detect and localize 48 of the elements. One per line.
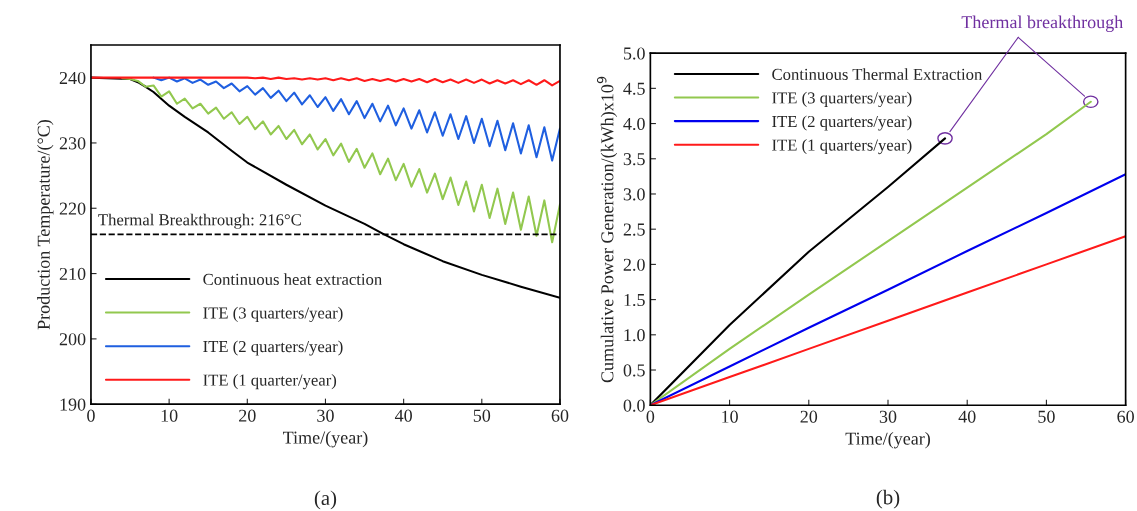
x-tick-label: 30 — [879, 410, 897, 423]
x-tick-label: 40 — [394, 409, 412, 422]
y-tick-label: 5.0 — [623, 47, 645, 60]
x-tick-label: 20 — [239, 409, 256, 422]
legend-label: ITE (3 quarters/year) — [772, 91, 912, 107]
y-tick-label: 0.0 — [623, 399, 645, 412]
y-tick-label: 220 — [59, 202, 86, 215]
x-tick-label: 0 — [646, 410, 655, 423]
annotation: Thermal breakthrough — [961, 15, 1124, 33]
x-tick-label: 10 — [161, 409, 178, 422]
x-tick-label: 10 — [722, 410, 738, 423]
x-tick-label: 60 — [1117, 410, 1134, 423]
y-axis-title: Production Temperature/(°C) — [37, 120, 54, 330]
x-tick-label: 50 — [1038, 410, 1055, 423]
x-tick-label: 0 — [87, 409, 95, 422]
y-tick-label: 200 — [59, 333, 86, 346]
line-series — [90, 76, 560, 87]
y-tick-label: 210 — [59, 267, 86, 281]
x-tick-label: 40 — [958, 410, 976, 423]
legend-label: ITE (1 quarter/year) — [203, 374, 337, 390]
x-tick-label: 20 — [800, 410, 818, 423]
y-tick-label: 1.5 — [624, 293, 645, 307]
y-tick-label: 2.5 — [623, 223, 645, 236]
y-tick-label: 3.0 — [623, 188, 645, 201]
x-axis-title: Time/(year) — [845, 432, 930, 449]
legend-label: ITE (2 quarters/year) — [772, 115, 912, 131]
text: (a) — [314, 490, 337, 510]
y-tick-label: 230 — [59, 137, 86, 150]
y-tick-label: 4.0 — [623, 117, 645, 131]
y-tick-label: 4.5 — [623, 82, 645, 95]
x-tick-label: 30 — [317, 409, 334, 422]
y-axis-title: Cumulative Power Generation/(kWh)x10$^{9}$ — [596, 76, 618, 383]
y-tick-label: 0.5 — [623, 364, 645, 377]
legend-label: Continuous Thermal Extraction — [772, 68, 983, 80]
x-axis-title: Time/(year) — [283, 430, 368, 448]
y-tick-label: 240 — [59, 71, 86, 85]
legend-label: Continuous heat extraction — [203, 273, 382, 286]
ref-line-label: Thermal Breakthrough: 216°C — [98, 213, 301, 229]
legend-label: ITE (2 quarters/year) — [203, 340, 343, 356]
x-tick-label: 60 — [551, 409, 569, 422]
y-tick-label: 3.5 — [623, 153, 645, 166]
text: (b) — [876, 489, 900, 509]
x-tick-label: 50 — [473, 409, 491, 422]
legend-label: ITE (1 quarters/year) — [772, 138, 912, 155]
y-tick-label: 1.0 — [624, 329, 645, 342]
y-tick-label: 2.0 — [623, 258, 645, 271]
y-tick-label: 190 — [60, 398, 86, 411]
legend-label: ITE (3 quarters/year) — [203, 306, 343, 323]
